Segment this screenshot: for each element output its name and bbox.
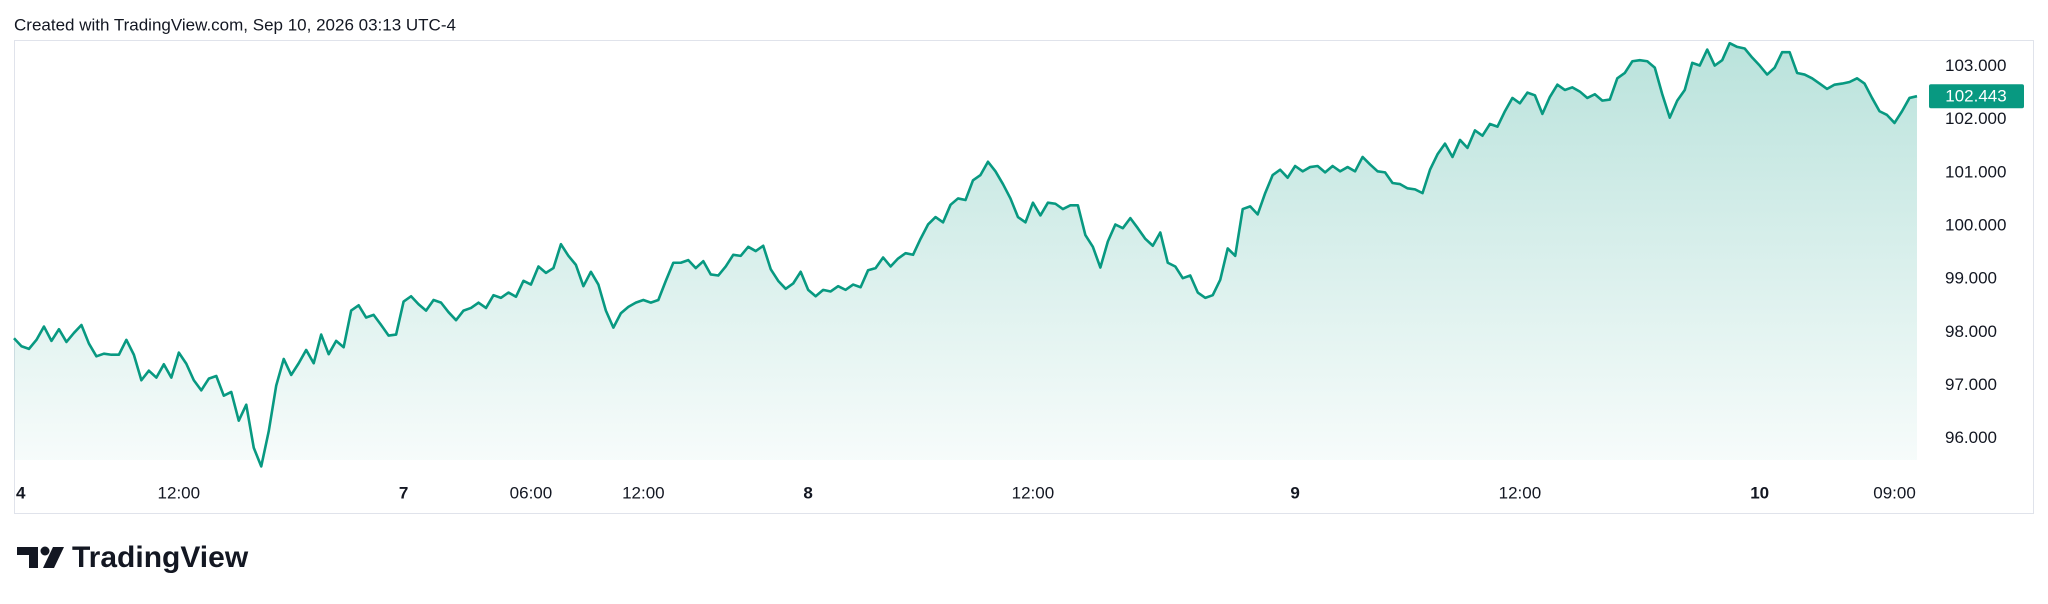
logo-icon <box>17 547 38 568</box>
y-tick-label: 99.000 <box>1945 269 1997 288</box>
x-tick-label: 12:00 <box>622 483 665 502</box>
y-tick-label: 96.000 <box>1945 428 1997 447</box>
x-tick-label: 10 <box>1750 483 1769 502</box>
y-tick-label: 100.000 <box>1945 216 2006 235</box>
x-tick-label: 8 <box>803 483 812 502</box>
y-tick-label: 101.000 <box>1945 162 2006 181</box>
x-tick-label: 4 <box>16 483 26 502</box>
y-tick-label: 97.000 <box>1945 375 1997 394</box>
x-tick-label: 12:00 <box>158 483 201 502</box>
logo-icon <box>43 547 64 568</box>
price-line <box>13 41 1918 468</box>
x-tick-label: 12:00 <box>1012 483 1055 502</box>
y-tick-label: 103.000 <box>1945 56 2006 75</box>
y-tick-label: 102.000 <box>1945 109 2006 128</box>
area-fill <box>14 43 1917 467</box>
x-tick-label: 9 <box>1290 483 1299 502</box>
logo-icon <box>40 546 50 556</box>
x-tick-label: 09:00 <box>1873 483 1916 502</box>
header-text: Created with TradingView.com, Sep 10, 20… <box>14 15 456 34</box>
x-tick-label: 12:00 <box>1499 483 1542 502</box>
last-price-tag <box>1929 84 2024 109</box>
logo-text: TradingView <box>72 541 249 574</box>
y-tick-label: 98.000 <box>1945 322 1997 341</box>
x-tick-label: 7 <box>399 483 408 502</box>
x-tick-label: 06:00 <box>510 483 553 502</box>
logo[interactable]: TradingView <box>17 541 249 574</box>
last-price-label: 102.443 <box>1945 87 2006 106</box>
chart-frame <box>14 40 2034 514</box>
